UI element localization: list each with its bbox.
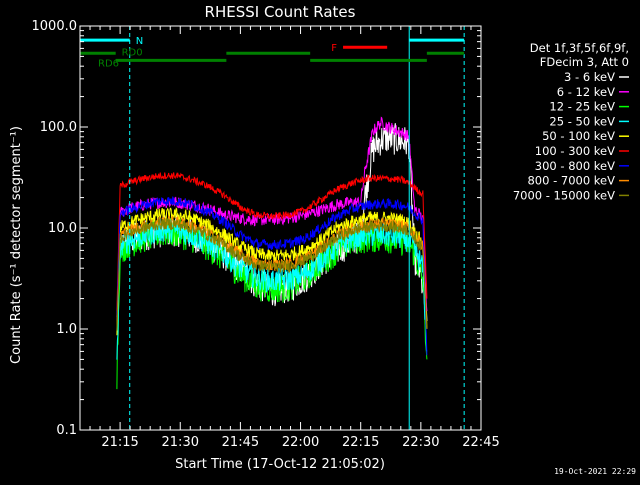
y-tick-label: 1000.0 — [32, 19, 78, 34]
x-tick-label: 22:15 — [342, 435, 379, 450]
x-tick-label: 22:30 — [402, 435, 439, 450]
legend: Det 1f,3f,5f,6f,9f, FDecim 3, Att 0 3 - … — [513, 41, 629, 202]
legend-entry-label: 3 - 6 keV — [564, 70, 615, 84]
timestamp: 19-Oct-2021 22:29 — [554, 467, 636, 476]
x-tick-label: 22:00 — [282, 435, 319, 450]
x-tick-label: 21:15 — [101, 435, 138, 450]
legend-entry-label: 800 - 7000 keV — [527, 174, 615, 188]
legend-entry-label: 50 - 100 keV — [542, 129, 615, 143]
flag-label: F — [331, 43, 337, 54]
flag-label: RD0 — [122, 47, 143, 58]
x-axis-label: Start Time (17-Oct-12 21:05:02) — [175, 457, 385, 472]
legend-entry-label: 7000 - 15000 keV — [513, 188, 615, 202]
x-tick-label: 22:45 — [462, 435, 499, 450]
series-line — [116, 217, 428, 390]
y-tick-label: 100.0 — [40, 120, 77, 135]
legend-header-line-1: Det 1f,3f,5f,6f,9f, — [530, 41, 629, 55]
x-tick-label: 21:45 — [222, 435, 259, 450]
chart-title: RHESSI Count Rates — [205, 3, 356, 21]
legend-entry-label: 12 - 25 keV — [549, 100, 615, 114]
series-line — [116, 172, 428, 311]
legend-entry-label: 6 - 12 keV — [557, 85, 615, 99]
legend-header-line-2: FDecim 3, Att 0 — [540, 55, 629, 69]
y-axis-label: Count Rate (s⁻¹ detector segment⁻¹) — [9, 126, 24, 364]
series-line — [116, 196, 428, 356]
y-tick-label: 1.0 — [56, 322, 77, 337]
legend-entry-label: 300 - 800 keV — [535, 159, 615, 173]
series-line — [116, 217, 428, 331]
legend-entry-label: 25 - 50 keV — [549, 114, 615, 128]
series-layer — [116, 116, 428, 390]
flag-label: RD6 — [98, 58, 119, 69]
x-tick-label: 21:30 — [162, 435, 199, 450]
series-line — [116, 207, 428, 336]
y-tick-label: 10.0 — [48, 221, 77, 236]
series-line — [116, 215, 428, 331]
y-tick-label: 0.1 — [56, 423, 77, 438]
legend-entry-label: 100 - 300 keV — [535, 144, 615, 158]
flag-label: N — [136, 36, 143, 47]
axes: 21:15 21:30 21:45 22:00 22:15 22:30 22:45 0.1 1.… — [32, 19, 500, 450]
